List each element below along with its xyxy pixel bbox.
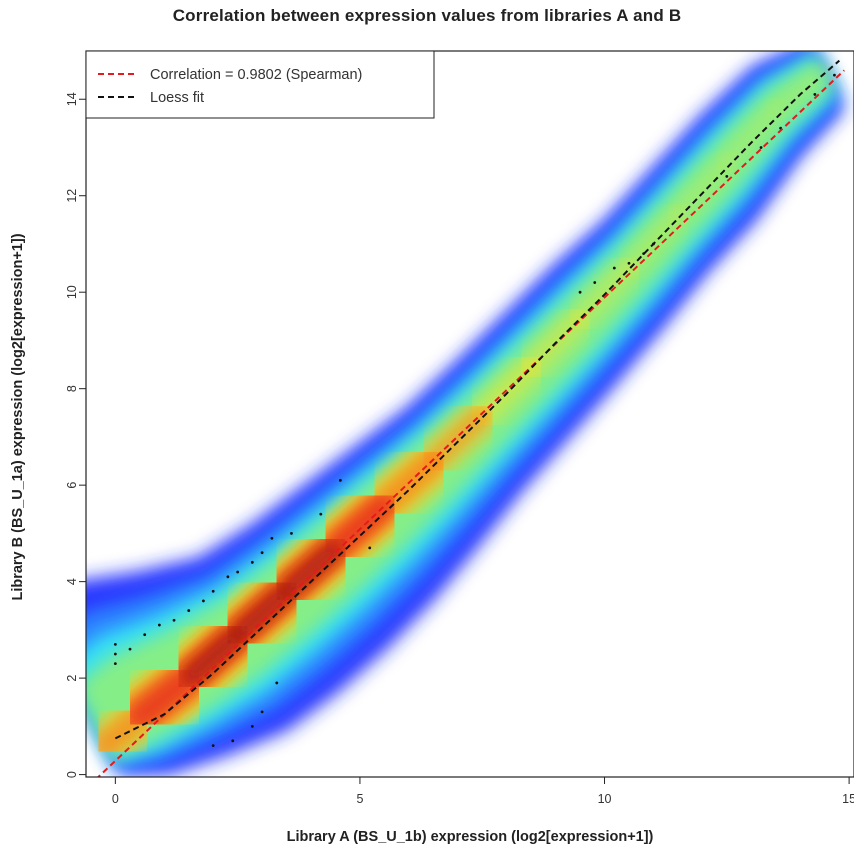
data-point <box>113 642 117 646</box>
chart-title: Correlation between expression values fr… <box>172 6 682 25</box>
data-point <box>759 146 763 149</box>
y-tick-label: 12 <box>65 189 79 203</box>
y-tick-label: 8 <box>65 385 79 392</box>
data-point <box>172 618 176 622</box>
data-point <box>226 575 230 579</box>
plot-frame <box>85 50 854 778</box>
data-point <box>187 609 191 612</box>
data-point <box>627 261 631 265</box>
data-point <box>578 290 582 294</box>
legend-box <box>85 50 435 119</box>
data-point <box>236 570 240 574</box>
density-core-yellow <box>721 103 782 168</box>
correlation-line <box>96 69 845 777</box>
density-core-darkred <box>181 627 246 686</box>
data-point <box>260 710 264 714</box>
data-point <box>319 512 323 516</box>
y-tick-label: 6 <box>65 482 79 489</box>
density-core-orange <box>421 403 494 473</box>
data-point <box>612 266 616 270</box>
y-tick-label: 14 <box>65 92 79 106</box>
data-point <box>143 633 147 637</box>
density-core-darkred <box>279 541 343 599</box>
outlier-points <box>113 73 836 748</box>
density-cloud <box>86 51 845 775</box>
y-axis: 0 2 4 6 8 10 12 14 <box>65 92 86 778</box>
y-tick-label: 2 <box>65 675 79 682</box>
density-core-darkred <box>230 584 294 642</box>
data-point <box>270 536 274 540</box>
data-point <box>593 281 597 284</box>
data-point <box>833 73 836 77</box>
y-tick-label: 4 <box>65 578 79 585</box>
y-tick-label: 0 <box>65 771 79 778</box>
y-tick-label: 10 <box>65 285 79 299</box>
data-point <box>250 724 254 728</box>
data-point <box>260 551 264 555</box>
x-tick-label: 15 <box>842 792 854 806</box>
data-point <box>250 560 254 564</box>
data-point <box>368 546 372 550</box>
x-axis: 0 5 10 15 <box>112 777 854 806</box>
data-point <box>211 744 215 748</box>
data-point <box>813 93 817 96</box>
x-axis-label: Library A (BS_U_1b) expression (log2[exp… <box>286 829 654 845</box>
data-point <box>211 589 215 593</box>
data-point <box>113 652 117 656</box>
fit-lines <box>96 59 845 777</box>
data-point <box>275 681 279 685</box>
data-point <box>231 739 235 743</box>
data-point <box>290 531 293 535</box>
density-core-yellow <box>671 155 734 222</box>
data-point <box>157 623 161 627</box>
legend-label: Correlation = 0.9802 (Spearman) <box>150 67 362 83</box>
legend: Correlation = 0.9802 (Spearman) Loess fit <box>85 50 435 119</box>
data-point <box>128 647 132 651</box>
density-core-yellow <box>621 207 686 276</box>
legend-label: Loess fit <box>150 90 204 106</box>
data-point <box>725 175 729 178</box>
loess-fit-line <box>114 59 840 740</box>
density-core-red <box>323 491 397 561</box>
y-axis-label: Library B (BS_U_1a) expression (log2[exp… <box>10 233 26 601</box>
x-tick-label: 0 <box>112 792 119 806</box>
x-tick-label: 5 <box>356 792 363 806</box>
data-point <box>202 599 205 603</box>
data-point <box>338 478 342 482</box>
data-point <box>113 662 117 666</box>
density-core-yellow <box>771 65 830 114</box>
x-tick-label: 10 <box>598 792 612 806</box>
